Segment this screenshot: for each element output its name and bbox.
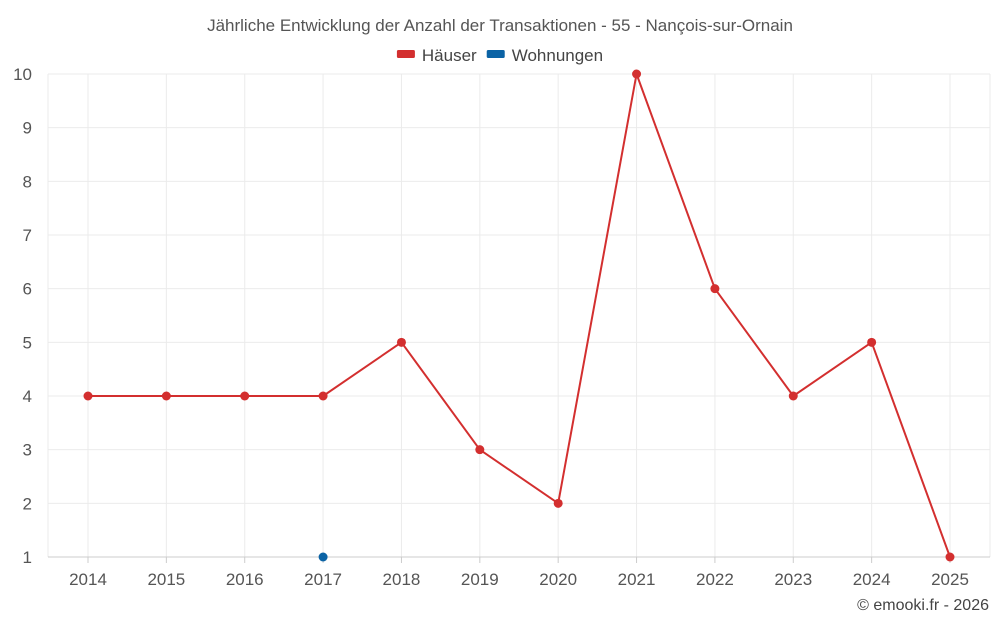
y-tick-label: 8 <box>23 172 32 191</box>
x-tick-label: 2025 <box>931 570 969 589</box>
legend-item-wohnungen[interactable]: Wohnungen <box>486 46 603 65</box>
chart-legend: Häuser Wohnungen <box>396 46 603 65</box>
y-tick-label: 9 <box>23 119 32 138</box>
data-point-haeuser-2017[interactable] <box>318 391 328 401</box>
legend-swatch <box>396 50 415 58</box>
data-point-haeuser-2019[interactable] <box>475 445 485 455</box>
chart-axes: 1 2 3 4 5 6 7 8 9 10 2014 2015 2016 2017 2018 2019 2020 2… <box>13 65 990 589</box>
data-point-haeuser-2015[interactable] <box>161 391 171 401</box>
data-point-haeuser-2025[interactable] <box>945 552 955 562</box>
chart-credit: © emooki.fr - 2026 <box>857 597 989 614</box>
legend-swatch <box>486 50 505 58</box>
x-tick-label: 2016 <box>226 570 264 589</box>
data-point-haeuser-2018[interactable] <box>396 337 406 347</box>
legend-label: Häuser <box>422 46 477 65</box>
chart-grid <box>47 73 991 558</box>
legend-item-haeuser[interactable]: Häuser <box>396 46 477 65</box>
x-tick-label: 2021 <box>618 570 656 589</box>
y-tick-label: 4 <box>23 387 32 406</box>
x-tick-label: 2020 <box>539 570 577 589</box>
data-point-haeuser-2016[interactable] <box>240 391 250 401</box>
y-tick-label: 10 <box>13 65 32 84</box>
x-tick-label: 2024 <box>853 570 891 589</box>
data-point-haeuser-2020[interactable] <box>553 498 563 508</box>
data-point-wohnungen-2017[interactable] <box>318 552 328 562</box>
y-tick-label: 6 <box>23 280 32 299</box>
y-tick-label: 7 <box>23 226 32 245</box>
chart-title: Jährliche Entwicklung der Anzahl der Tra… <box>207 16 793 35</box>
y-tick-label: 1 <box>23 548 32 567</box>
data-point-haeuser-2014[interactable] <box>83 391 93 401</box>
data-point-haeuser-2022[interactable] <box>710 284 720 294</box>
x-tick-label: 2022 <box>696 570 734 589</box>
y-tick-label: 3 <box>23 441 32 460</box>
chart-series <box>83 69 955 562</box>
x-tick-label: 2023 <box>774 570 812 589</box>
x-tick-label: 2018 <box>383 570 421 589</box>
data-point-haeuser-2023[interactable] <box>788 391 798 401</box>
series-line-haeuser <box>88 73 951 558</box>
y-tick-label: 5 <box>23 333 32 352</box>
y-tick-label: 2 <box>23 494 32 513</box>
x-tick-label: 2015 <box>147 570 185 589</box>
data-point-haeuser-2024[interactable] <box>867 337 877 347</box>
x-tick-label: 2019 <box>461 570 499 589</box>
x-tick-label: 2017 <box>304 570 342 589</box>
data-point-haeuser-2021[interactable] <box>632 69 642 79</box>
x-tick-label: 2014 <box>69 570 107 589</box>
legend-label: Wohnungen <box>512 46 603 65</box>
